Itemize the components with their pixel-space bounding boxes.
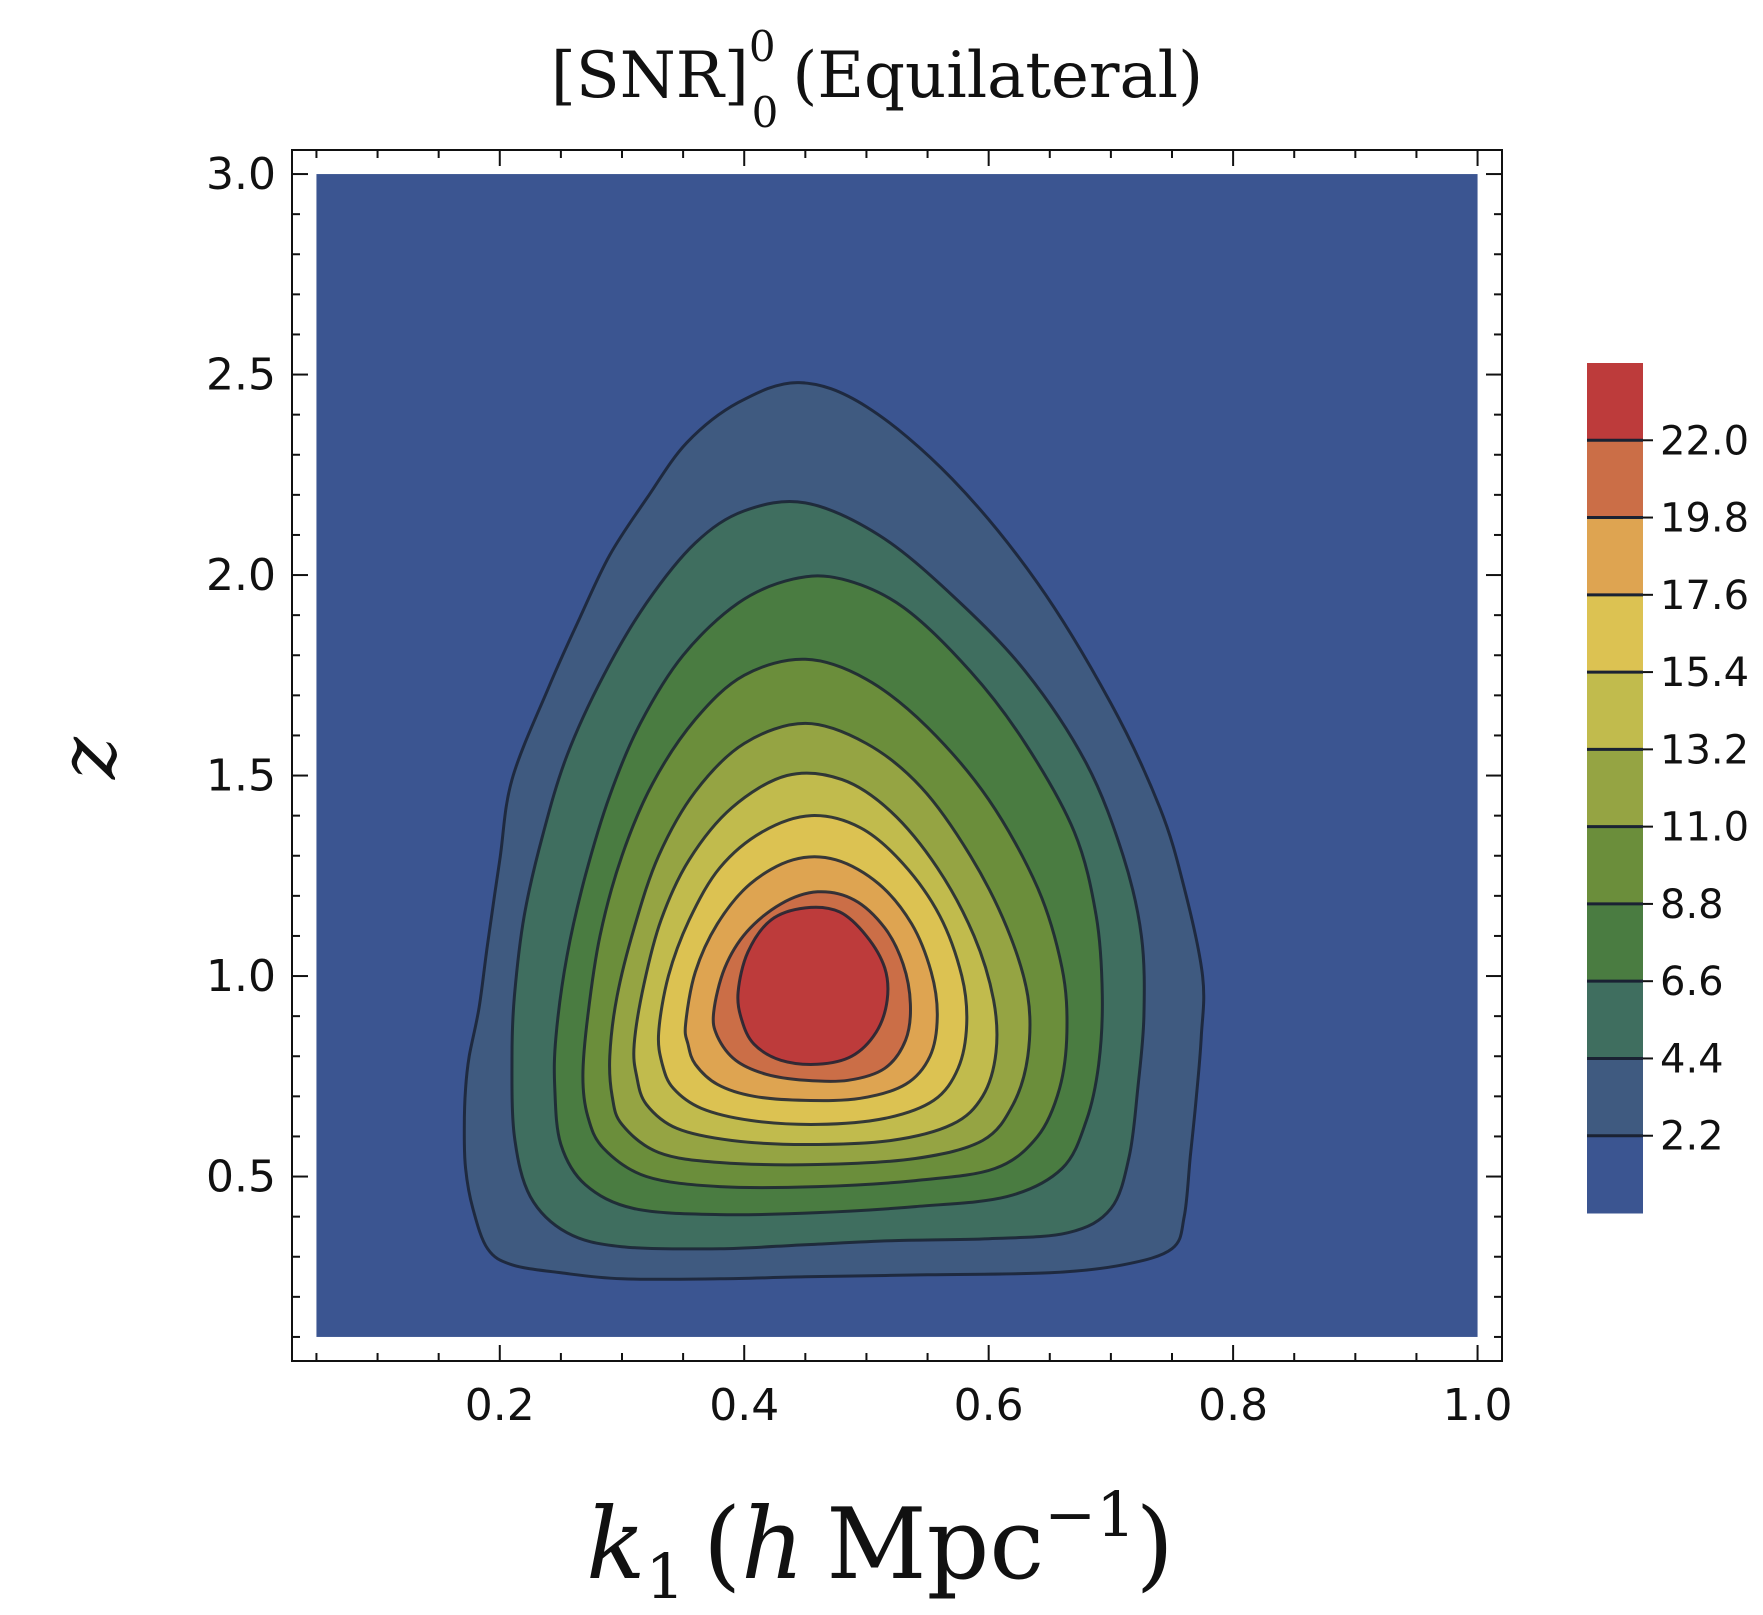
- contour-line-17.6: [683, 855, 939, 1103]
- colorbar-tick-label: 15.4: [1660, 650, 1749, 696]
- colorbar-segment: [1587, 440, 1643, 519]
- colorbar-segment: [1587, 672, 1643, 750]
- x-tick-label: 0.8: [1198, 1380, 1268, 1431]
- y-axis-label: z: [41, 736, 134, 780]
- colorbar-tick-label: 22.0: [1660, 418, 1749, 464]
- colorbar-segment: [1587, 1058, 1643, 1137]
- contour-line-19.8: [711, 890, 913, 1083]
- x-tick-label: 0.4: [709, 1380, 779, 1431]
- y-tick-label: 1.0: [206, 951, 276, 1002]
- contour-fill-22: [737, 907, 888, 1065]
- colorbar-tick-label: 8.8: [1660, 882, 1724, 928]
- contour-lines: [462, 381, 1206, 1281]
- colorbar-segment: [1587, 1135, 1643, 1214]
- y-tick-label: 0.5: [206, 1152, 276, 1203]
- colorbar-tick-label: 11.0: [1660, 805, 1749, 851]
- plot-frame: [291, 149, 1503, 1362]
- x-axis-label-open-paren: (: [703, 1488, 741, 1602]
- x-axis-label-unit: Mpc: [826, 1488, 1044, 1602]
- title-superscript: 0: [749, 22, 776, 71]
- colorbar-tick-label: 13.2: [1660, 727, 1749, 773]
- colorbar-segment: [1587, 363, 1643, 441]
- plot-area: 0.2 0.4 0.6 0.8 1.0 0.5 1.0 1.5 2.0 2.5 3.0: [206, 149, 1513, 1431]
- contour-line-22: [736, 905, 890, 1066]
- x-ticks: 0.2 0.4 0.6 0.8 1.0: [315, 150, 1513, 1431]
- x-axis-label-h: h: [741, 1488, 804, 1602]
- x-tick-label: 0.6: [954, 1380, 1024, 1431]
- x-axis-label-subscript: 1: [645, 1540, 684, 1613]
- contour-line-15.4: [656, 814, 969, 1126]
- y-tick-label: 2.5: [206, 350, 276, 401]
- x-axis-label-close-paren: ): [1136, 1488, 1174, 1602]
- y-tick-label: 2.0: [206, 550, 276, 601]
- colorbar-segment: [1587, 749, 1643, 828]
- x-axis-label: k1 (h Mpc−1): [586, 1478, 1174, 1613]
- y-tick-label: 1.5: [206, 751, 276, 802]
- contour-line-4.4: [510, 500, 1146, 1251]
- title-rest: (Equilateral): [792, 39, 1203, 113]
- x-tick-label: 1.0: [1443, 1380, 1513, 1431]
- colorbar-tick-label: 6.6: [1660, 959, 1724, 1005]
- y-ticks: 0.5 1.0 1.5 2.0 2.5 3.0: [206, 149, 1502, 1338]
- colorbar-tick-label: 17.6: [1660, 573, 1749, 619]
- x-tick-label: 0.2: [465, 1380, 535, 1431]
- colorbar-segment: [1587, 826, 1643, 905]
- x-axis-label-base: k: [586, 1488, 645, 1602]
- title-main: [SNR]: [551, 39, 749, 113]
- colorbar-segment: [1587, 981, 1643, 1059]
- colorbar-tick-label: 2.2: [1660, 1114, 1724, 1160]
- title-subscript: 0: [752, 88, 779, 137]
- y-tick-label: 3.0: [206, 149, 276, 200]
- contour-line-6.6: [552, 574, 1104, 1217]
- chart-title: [SNR]0 0 (Equilateral): [551, 22, 1203, 137]
- colorbar-segment: [1587, 594, 1643, 673]
- colorbar-segment: [1587, 517, 1643, 596]
- contour-line-2.2: [462, 381, 1206, 1281]
- contour-line-13.2: [632, 771, 999, 1147]
- colorbar: 2.2 4.4 6.6 8.8 11.0 13.2 15.4 17.6 19.8 22.0: [1587, 363, 1749, 1214]
- x-axis-label-superscript: −1: [1044, 1478, 1135, 1551]
- colorbar-tick-label: 19.8: [1660, 496, 1749, 542]
- colorbar-segment: [1587, 903, 1643, 982]
- contour-line-11: [608, 721, 1032, 1167]
- colorbar-tick-label: 4.4: [1660, 1036, 1724, 1082]
- contour-line-8.8: [581, 657, 1069, 1190]
